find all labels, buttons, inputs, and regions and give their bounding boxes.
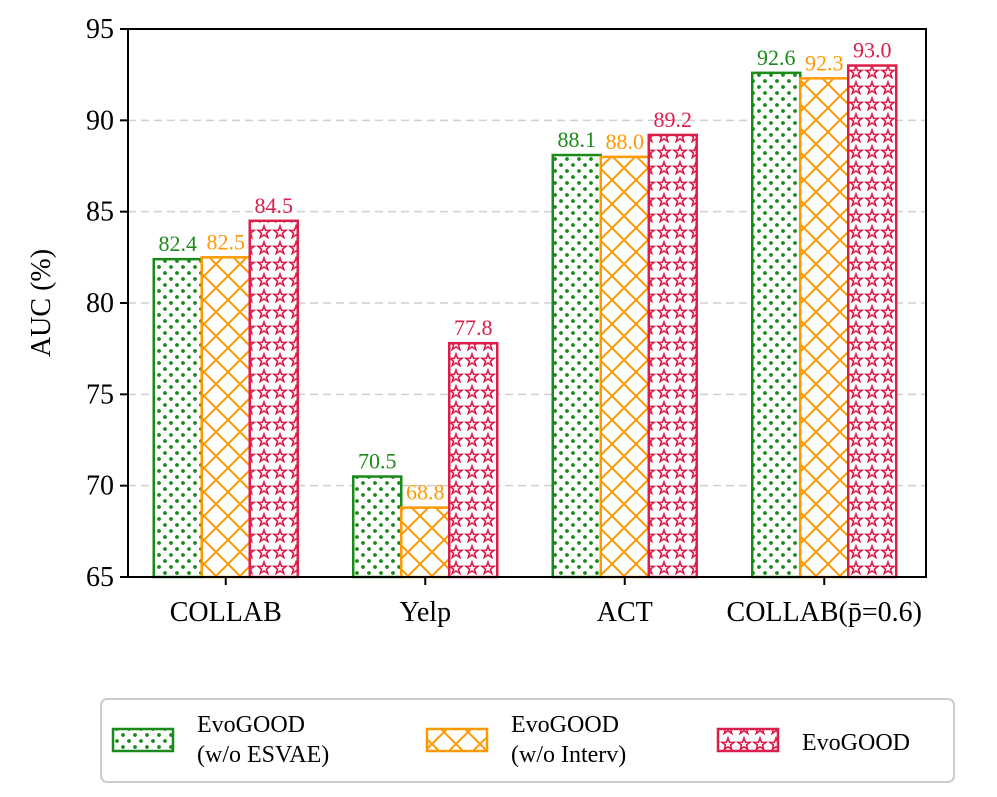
bar-value-label: 68.8 — [406, 480, 445, 505]
legend-swatch — [111, 727, 175, 753]
bar — [152, 257, 203, 579]
y-axis: 65 70 75 80 85 90 95 — [86, 14, 128, 593]
y-tick-label: 85 — [86, 197, 114, 228]
legend-label: EvoGOOD (w/o Interv) — [511, 712, 626, 768]
legend-swatch — [716, 727, 780, 753]
bar-value-label: 92.3 — [805, 50, 844, 75]
x-axis: COLLAB Yelp ACT COLLAB(p̄=0.6) — [170, 577, 922, 628]
bar-value-label: 89.2 — [654, 107, 693, 132]
bar-value-label: 88.1 — [558, 127, 597, 152]
bar-value-label: 70.5 — [358, 449, 397, 474]
bar — [400, 506, 451, 579]
legend-label: EvoGOOD — [802, 730, 910, 756]
bar — [647, 133, 698, 579]
bar — [352, 475, 403, 579]
bars — [152, 64, 898, 579]
x-tick-label: Yelp — [399, 597, 451, 628]
legend-swatch — [425, 727, 489, 753]
bar — [448, 341, 499, 579]
y-tick-label: 65 — [86, 562, 114, 593]
bar — [751, 71, 802, 579]
y-tick-label: 80 — [86, 288, 114, 319]
bar — [200, 256, 251, 579]
x-tick-label: COLLAB(p̄=0.6) — [727, 597, 922, 628]
bar-value-label: 88.0 — [606, 129, 645, 154]
bar — [599, 155, 650, 579]
bar-value-label: 84.5 — [255, 193, 294, 218]
y-tick-label: 90 — [86, 105, 114, 136]
y-axis-label: AUC (%) — [26, 249, 57, 357]
value-labels: 82.4 82.5 84.5 70.5 68.8 77.8 88.1 88.0 89.2 92.6… — [159, 38, 892, 505]
bar — [551, 153, 602, 579]
bar-value-label: 82.5 — [207, 229, 246, 254]
bar — [799, 77, 850, 579]
bar-value-label: 77.8 — [454, 315, 493, 340]
bar-value-label: 93.0 — [853, 38, 892, 63]
bar — [248, 219, 299, 579]
bar-value-label: 92.6 — [757, 45, 796, 70]
bar-value-label: 82.4 — [159, 231, 198, 256]
y-tick-label: 70 — [86, 471, 114, 502]
y-tick-label: 95 — [86, 14, 114, 45]
x-tick-label: COLLAB — [170, 597, 282, 628]
legend-label: EvoGOOD (w/o ESVAE) — [197, 712, 329, 768]
legend-box — [100, 698, 955, 783]
legend: EvoGOOD (w/o ESVAE) EvoGOOD (w/o Interv) Evo… — [100, 698, 955, 783]
y-tick-label: 75 — [86, 379, 114, 410]
x-tick-label: ACT — [597, 597, 653, 628]
bar — [847, 64, 898, 579]
